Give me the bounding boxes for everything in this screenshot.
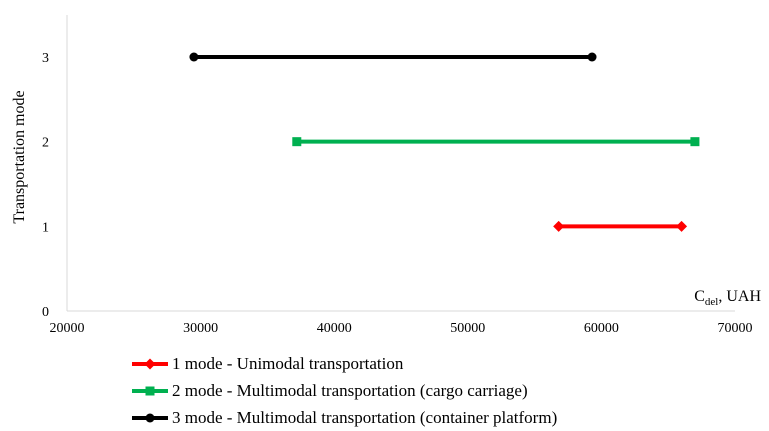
series-1-point-1: [553, 220, 565, 232]
x-tick-label: 40000: [317, 321, 352, 336]
legend-symbol-3: [145, 413, 155, 422]
legend-symbol-1: [144, 358, 156, 369]
x-axis-title-main: C: [694, 288, 705, 305]
x-tick-label: 60000: [584, 321, 619, 336]
y-tick-label: 2: [42, 136, 49, 151]
legend-item-1: 1 mode - Unimodal transportation: [130, 350, 557, 377]
y-tick-label: 0: [42, 305, 49, 320]
legend-label-1: 1 mode - Unimodal transportation: [172, 353, 404, 373]
legend-item-2: 2 mode - Multimodal transportation (carg…: [130, 377, 557, 404]
y-tick-label: 3: [42, 51, 49, 66]
x-tick-label: 50000: [450, 321, 485, 336]
x-tick-label: 20000: [50, 321, 85, 336]
x-axis-title-subscript: del: [705, 296, 718, 308]
series-3-point-1: [189, 52, 199, 62]
series-2-point-2: [690, 137, 700, 147]
x-axis-title-suffix: , UAH: [718, 288, 761, 305]
series-3: [189, 52, 597, 62]
series-2-point-1: [292, 137, 302, 147]
legend-marker-1: [132, 358, 168, 369]
legend-label-2: 2 mode - Multimodal transportation (carg…: [172, 380, 528, 400]
x-tick-label: 30000: [183, 321, 218, 336]
axes: 20000 30000 40000 50000 60000 70000 0 1 2 3: [42, 15, 753, 336]
series-2: [292, 137, 700, 147]
legend-label-3: 3 mode - Multimodal transportation (cont…: [172, 407, 558, 427]
y-tick-label: 1: [42, 220, 49, 235]
series-3-point-2: [587, 52, 597, 62]
legend-item-3: 3 mode - Multimodal transportation (cont…: [130, 404, 557, 431]
legend-marker-2: [132, 386, 168, 395]
x-tick-label: 70000: [718, 321, 753, 336]
legend: 1 mode - Unimodal transportation 2 mode …: [130, 350, 557, 431]
legend-marker-3: [132, 413, 168, 422]
series-1: [553, 220, 688, 232]
legend-symbol-2: [145, 386, 155, 395]
series-layer: [189, 52, 700, 232]
chart: 20000 30000 40000 50000 60000 70000 0 1 2 3 Trans…: [11, 15, 761, 336]
x-axis-title: Cdel, UAH: [694, 288, 761, 308]
y-axis-title: Transportation mode: [11, 90, 28, 223]
series-1-point-2: [676, 220, 688, 232]
